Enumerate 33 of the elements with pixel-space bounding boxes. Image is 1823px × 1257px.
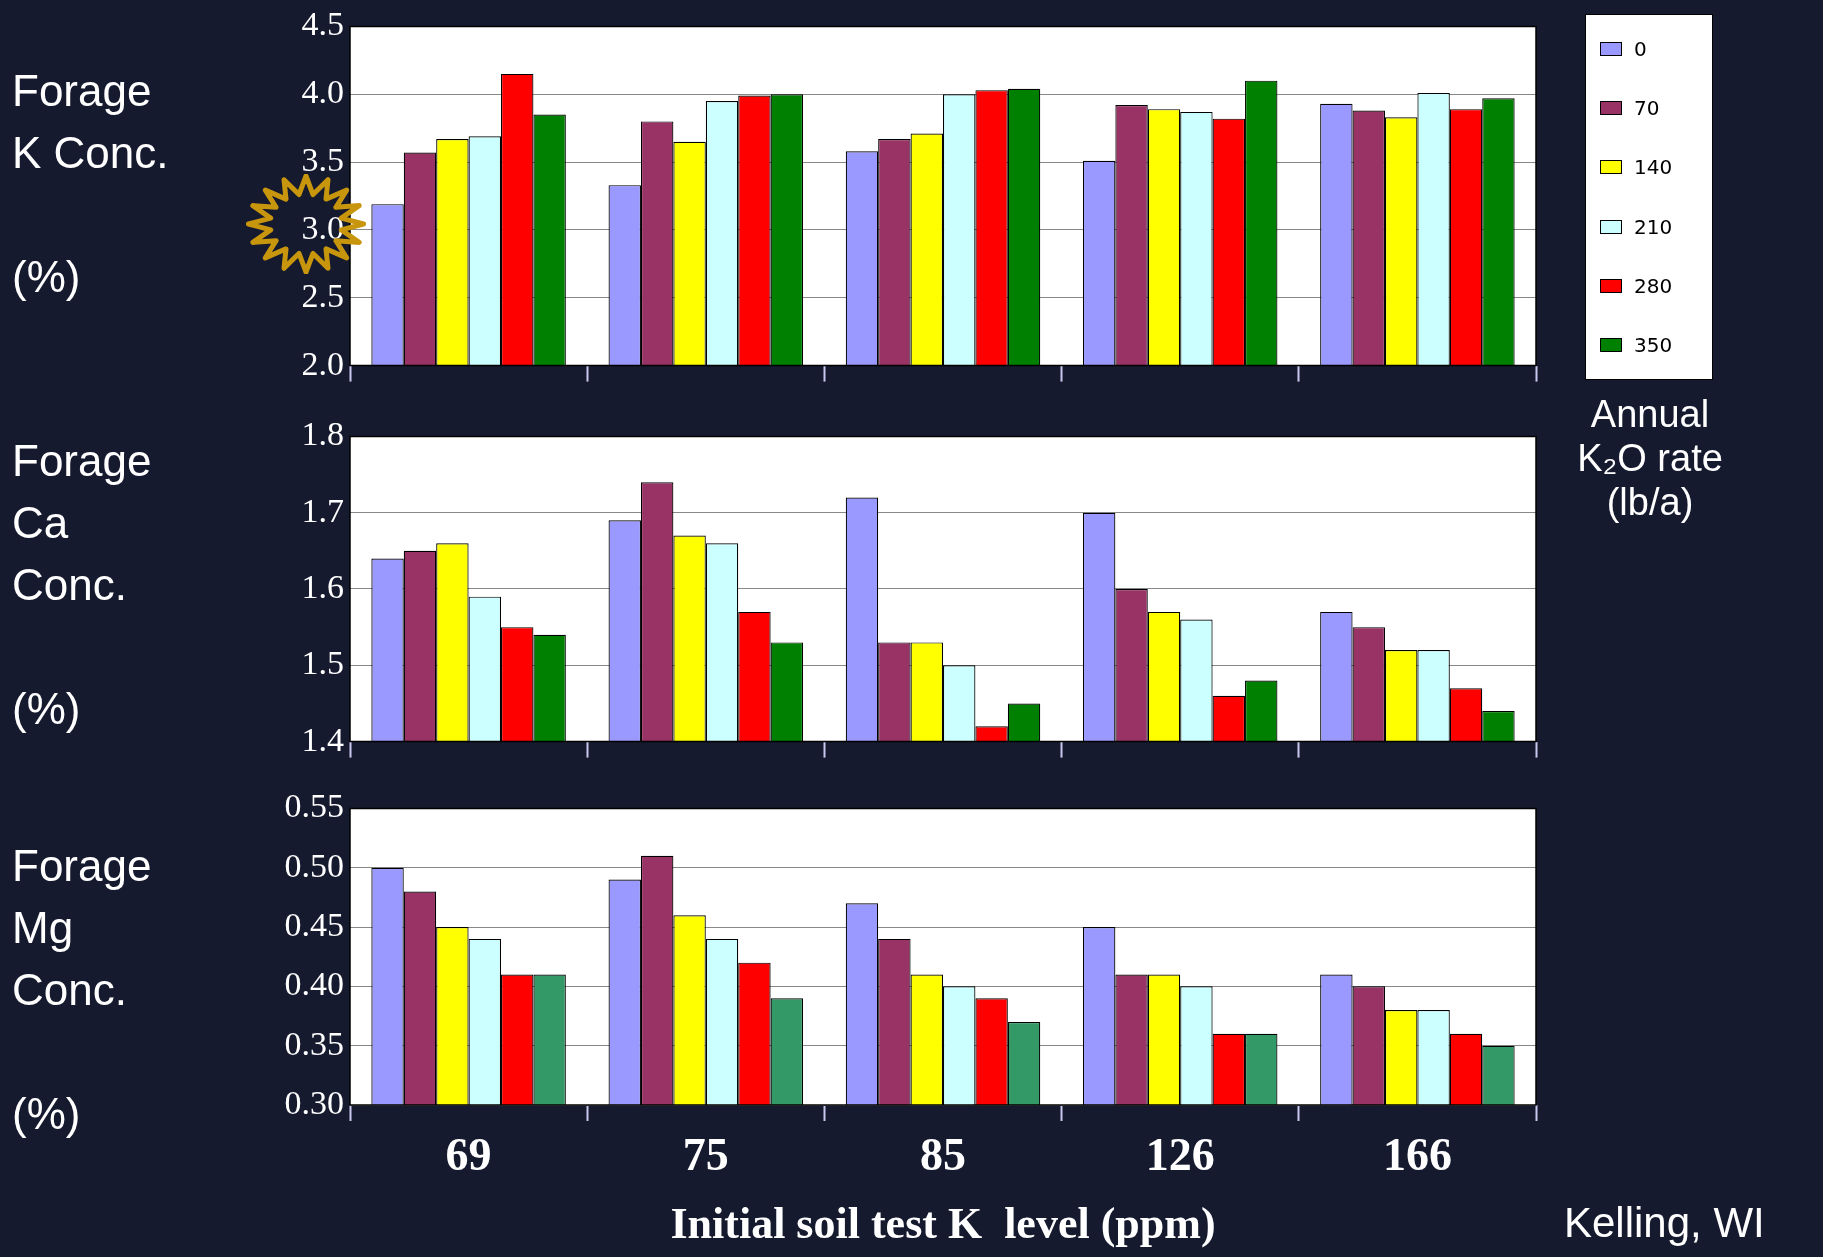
x-tick-label: 85 <box>920 1129 966 1181</box>
text: Forage Ca Conc. (%) <box>12 436 152 733</box>
x-tick-label: 126 <box>1145 1129 1215 1181</box>
y-tick-label: 0.35 <box>284 1024 344 1062</box>
legend-label: 0 <box>1634 36 1647 61</box>
x-tick-label: 75 <box>682 1129 729 1181</box>
legend-label: 140 <box>1634 155 1673 180</box>
text: Forage Mg Conc. (%) <box>12 841 152 1138</box>
y-tick-label: 4.0 <box>301 73 344 111</box>
legend-title: Annual K₂O rate (lb/a) <box>1576 392 1724 524</box>
y-tick-label: 0.45 <box>284 905 344 943</box>
legend-label: 70 <box>1634 95 1660 120</box>
x-tick-label: 69 <box>445 1129 492 1181</box>
y-tick-label: 1.4 <box>301 720 344 758</box>
x-axis-title: Initial soil test K level (ppm) <box>670 1198 1216 1248</box>
y-tick-label: 1.6 <box>301 567 344 605</box>
y-tick-label: 0.50 <box>284 846 344 884</box>
y-tick-label: 3.5 <box>301 141 344 178</box>
y-tick-label: 1.7 <box>301 491 344 529</box>
y-tick-label: 4.5 <box>301 5 344 43</box>
text: Forage K Conc. (%) <box>12 66 169 301</box>
text: Kelling, WI <box>1564 1199 1765 1247</box>
y-tick-label: 1.8 <box>301 415 344 453</box>
y-tick-label: 0.55 <box>284 787 344 825</box>
y-tick-label: 1.5 <box>301 644 344 682</box>
legend-label: 280 <box>1634 273 1673 298</box>
y-tick-label: 2.5 <box>301 276 344 314</box>
x-tick-label: 166 <box>1382 1129 1452 1181</box>
y-tick-label: 2.0 <box>301 344 344 382</box>
legend-label: 350 <box>1634 333 1673 358</box>
legend-label: 210 <box>1634 214 1673 239</box>
y-tick-label: 0.40 <box>284 965 344 1003</box>
y-tick-label: 0.30 <box>284 1083 344 1121</box>
